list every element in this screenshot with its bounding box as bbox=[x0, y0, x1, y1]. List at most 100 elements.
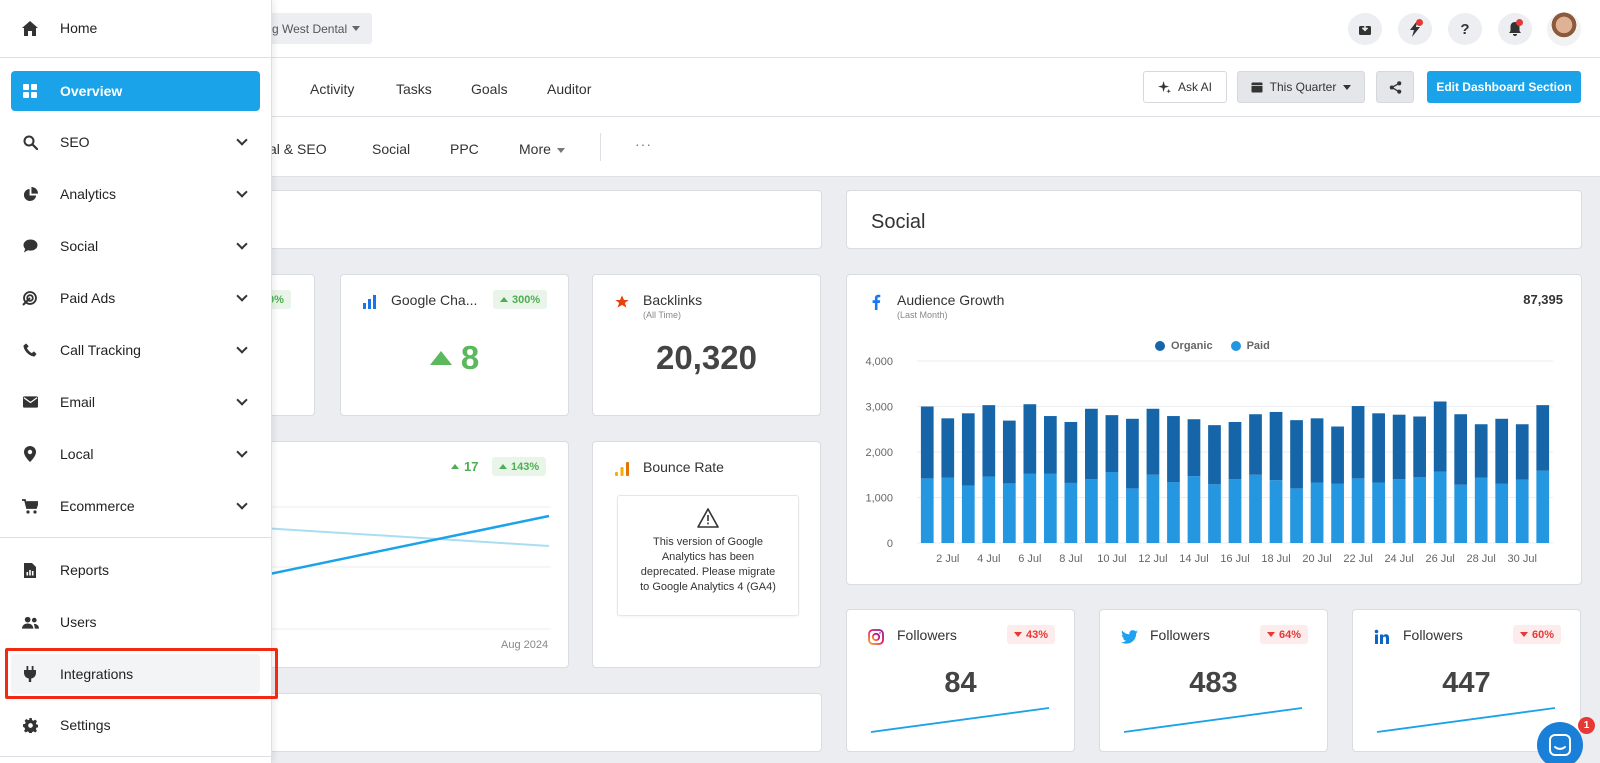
bar-organic bbox=[1228, 421, 1242, 480]
tab-more-label: More bbox=[519, 141, 551, 157]
twitter-followers-widget[interactable]: Followers 64% 483 bbox=[1099, 609, 1328, 752]
deprecation-notice: This version of Google Analytics has bee… bbox=[617, 495, 799, 616]
audience-growth-widget[interactable]: Audience Growth (Last Month) 87,395 Orga… bbox=[846, 274, 1582, 585]
client-selector[interactable]: g West Dental bbox=[252, 13, 372, 44]
legend-paid[interactable]: Paid bbox=[1230, 340, 1270, 352]
more-options-icon[interactable]: ··· bbox=[635, 136, 652, 152]
backlinks-widget[interactable]: Backlinks (All Time) 20,320 bbox=[592, 274, 821, 416]
sidebar-item-reports[interactable]: Reports bbox=[11, 550, 260, 590]
star-icon bbox=[613, 293, 631, 311]
download-icon[interactable] bbox=[1348, 13, 1382, 45]
bar-organic bbox=[1372, 413, 1385, 483]
bar-organic bbox=[1043, 416, 1057, 474]
chevron-down-icon bbox=[236, 498, 248, 510]
tab-tasks[interactable]: Tasks bbox=[396, 81, 432, 97]
bar-organic bbox=[1208, 425, 1221, 485]
divider bbox=[600, 133, 601, 161]
sparkline bbox=[870, 707, 1050, 733]
tab-local-seo[interactable]: cal & SEO bbox=[262, 141, 327, 157]
bar-paid bbox=[1167, 482, 1180, 543]
bar-organic bbox=[1310, 418, 1324, 483]
line-chart-widget[interactable]: 17 143% Aug 2024 bbox=[230, 441, 569, 668]
sidebar-item-call-tracking[interactable]: Call Tracking bbox=[11, 330, 260, 370]
arrow-up-icon bbox=[429, 351, 452, 365]
chevron-down-icon bbox=[236, 290, 248, 302]
tab-goals[interactable]: Goals bbox=[471, 81, 508, 97]
sidebar-item-users[interactable]: Users bbox=[11, 602, 260, 642]
sidebar-item-seo[interactable]: SEO bbox=[11, 122, 260, 162]
tab-activity[interactable]: Activity bbox=[310, 81, 355, 97]
change-badge: 143% bbox=[492, 457, 547, 476]
caret-down-icon bbox=[352, 26, 360, 31]
bar-organic bbox=[1187, 419, 1201, 477]
share-button[interactable] bbox=[1376, 71, 1414, 103]
bar-paid bbox=[1023, 473, 1037, 543]
bounce-rate-widget[interactable]: Bounce Rate This version of Google Analy… bbox=[592, 441, 821, 668]
client-name: g West Dental bbox=[272, 22, 348, 36]
ask-ai-button[interactable]: Ask AI bbox=[1143, 71, 1227, 103]
x-tick-label: 24 Jul bbox=[1384, 553, 1413, 565]
widget-subtitle: (Last Month) bbox=[897, 310, 948, 320]
widget-subtitle: (All Time) bbox=[643, 310, 681, 320]
section-header-card bbox=[230, 190, 822, 249]
bar-paid bbox=[1372, 482, 1385, 543]
bar-paid bbox=[1002, 483, 1016, 543]
x-tick-label: 12 Jul bbox=[1138, 553, 1167, 565]
bar-organic bbox=[1002, 420, 1016, 484]
tab-more[interactable]: More bbox=[519, 141, 565, 157]
tab-social[interactable]: Social bbox=[372, 141, 411, 157]
date-range-label: This Quarter bbox=[1269, 80, 1337, 94]
sidebar-item-overview[interactable]: Overview bbox=[11, 71, 260, 111]
integrations-highlight bbox=[5, 648, 278, 699]
sidebar-item-home[interactable]: Home bbox=[11, 8, 260, 48]
y-tick-label: 1,000 bbox=[865, 493, 893, 505]
ask-ai-label: Ask AI bbox=[1177, 80, 1212, 94]
tab-ppc[interactable]: PPC bbox=[450, 141, 479, 157]
sidebar-item-paid-ads[interactable]: Paid Ads bbox=[11, 278, 260, 318]
date-range-button[interactable]: This Quarter bbox=[1237, 71, 1365, 103]
tab-auditor[interactable]: Auditor bbox=[547, 81, 592, 97]
instagram-icon bbox=[867, 628, 885, 646]
x-axis-label: Aug 2024 bbox=[501, 639, 549, 651]
x-tick-label: 14 Jul bbox=[1179, 553, 1208, 565]
widget-title: Audience Growth bbox=[897, 292, 1005, 308]
gear-icon bbox=[20, 715, 40, 735]
edit-dashboard-section-button[interactable]: Edit Dashboard Section bbox=[1427, 71, 1581, 103]
legend-organic[interactable]: Organic bbox=[1155, 340, 1213, 352]
sidebar-item-analytics[interactable]: Analytics bbox=[11, 174, 260, 214]
bar-paid bbox=[1433, 471, 1447, 543]
x-tick-label: 20 Jul bbox=[1302, 553, 1331, 565]
sidebar-item-local[interactable]: Local bbox=[11, 434, 260, 474]
sidebar-item-email[interactable]: Email bbox=[11, 382, 260, 422]
bar-organic bbox=[1023, 404, 1037, 474]
sidebar-menu: Home Overview SEO Analytics Social Paid … bbox=[0, 0, 272, 763]
bar-paid bbox=[1474, 477, 1488, 543]
help-icon[interactable]: ? bbox=[1448, 13, 1482, 45]
chevron-down-icon bbox=[236, 342, 248, 354]
chat-bubble-icon bbox=[20, 236, 40, 256]
sparkline bbox=[1376, 707, 1556, 733]
sidebar-item-social[interactable]: Social bbox=[11, 226, 260, 266]
warning-icon bbox=[697, 508, 719, 528]
bar-paid bbox=[1228, 479, 1242, 543]
sidebar-item-ecommerce[interactable]: Ecommerce bbox=[11, 486, 260, 526]
widget-title: Google Cha... bbox=[391, 292, 478, 308]
avatar[interactable] bbox=[1547, 12, 1581, 46]
phone-icon bbox=[20, 340, 40, 360]
bar-organic bbox=[1064, 421, 1078, 483]
bar-organic bbox=[1495, 418, 1509, 484]
bar-organic bbox=[982, 405, 996, 477]
bar-paid bbox=[1392, 479, 1406, 543]
instagram-followers-widget[interactable]: Followers 43% 84 bbox=[846, 609, 1075, 752]
bar-paid bbox=[961, 485, 975, 543]
lightning-icon[interactable] bbox=[1398, 13, 1432, 45]
legend-swatch bbox=[1230, 341, 1241, 351]
chat-launcher[interactable] bbox=[1537, 722, 1583, 763]
sidebar-item-settings[interactable]: Settings bbox=[11, 705, 260, 745]
sidebar-item-integrations[interactable]: Integrations bbox=[11, 654, 260, 694]
x-tick-label: 4 Jul bbox=[977, 553, 1000, 565]
widget-value: 20,320 bbox=[656, 339, 757, 376]
linkedin-icon bbox=[1373, 628, 1391, 646]
bell-icon[interactable] bbox=[1498, 13, 1532, 45]
google-changes-widget[interactable]: Google Cha... 300% 8 bbox=[340, 274, 569, 416]
